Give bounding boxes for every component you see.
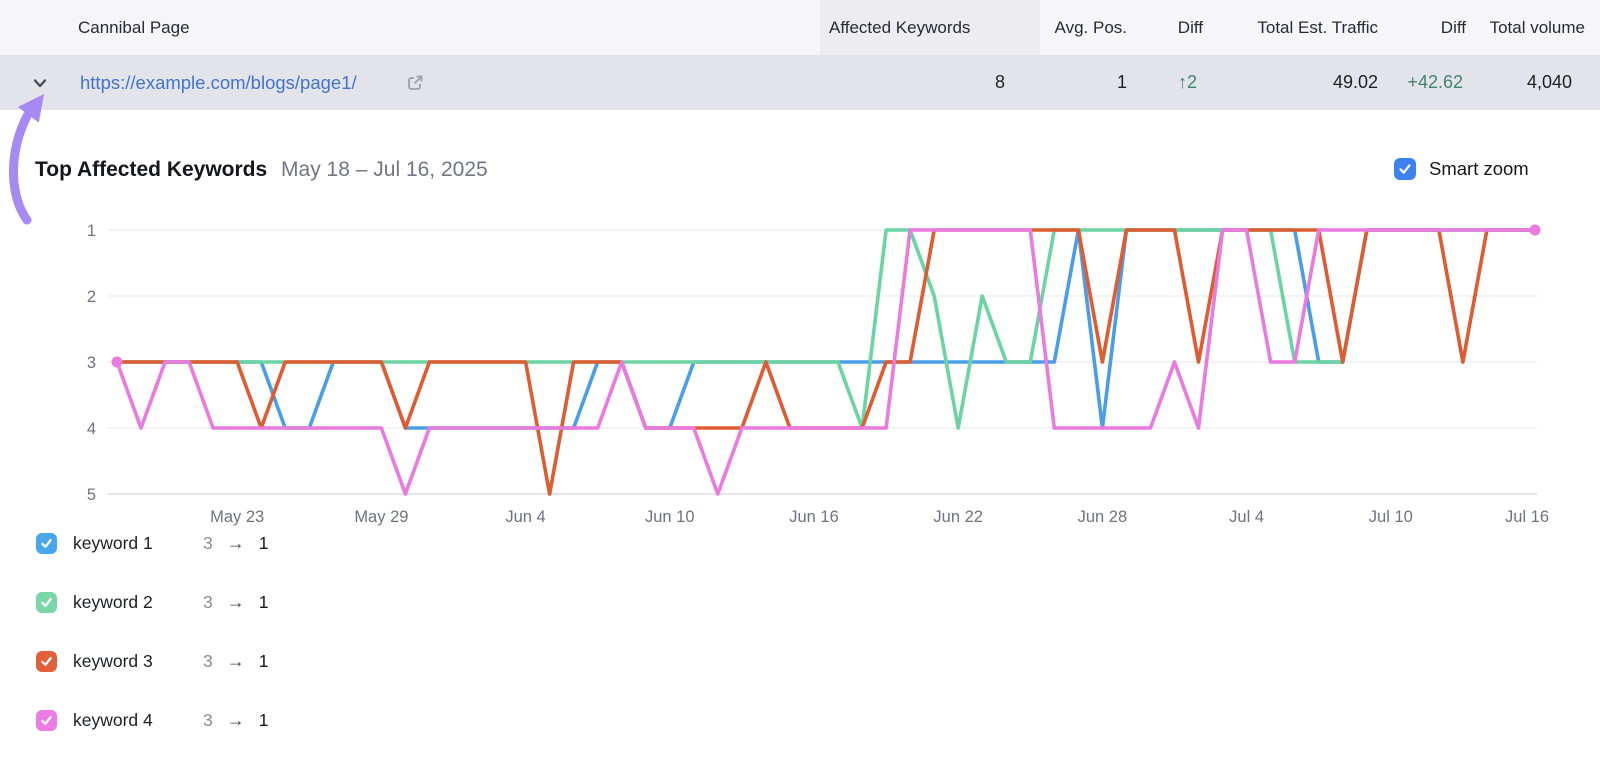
y-axis-tick-label: 1 — [87, 222, 96, 240]
x-axis-tick-label: Jun 28 — [1078, 508, 1128, 526]
column-header-affected-keywords[interactable]: Affected Keywords — [820, 0, 1040, 55]
total-est-traffic-value: 49.02 — [1332, 72, 1378, 92]
chart-header: Top Affected Keywords May 18 – Jul 16, 2… — [35, 158, 488, 182]
smart-zoom-toggle[interactable]: Smart zoom — [1394, 158, 1529, 180]
pos-diff-value: ↑2 — [1177, 72, 1197, 92]
legend-item-keyword-4[interactable]: keyword 4 3 → 1 — [36, 710, 268, 731]
legend-label: keyword 1 — [73, 533, 153, 553]
checkmark-icon — [41, 598, 52, 607]
legend-label: keyword 3 — [73, 651, 153, 671]
y-axis-tick-label: 2 — [87, 288, 96, 306]
arrow-right-icon: → — [226, 592, 245, 612]
table-header: Cannibal Page Affected Keywords Avg. Pos… — [0, 0, 1600, 55]
x-axis-tick-label: May 23 — [210, 508, 264, 526]
position-to-value: 1 — [258, 533, 269, 553]
legend-checkbox[interactable] — [36, 592, 57, 613]
x-axis-tick-label: Jun 16 — [789, 508, 839, 526]
position-from-value: 3 — [203, 710, 213, 730]
x-axis-tick-label: Jul 4 — [1229, 508, 1264, 526]
column-label: Affected Keywords — [829, 17, 971, 37]
arrow-right-icon: → — [226, 651, 245, 671]
legend-checkbox[interactable] — [36, 533, 57, 554]
checkmark-icon — [41, 539, 52, 548]
legend-item-keyword-1[interactable]: keyword 1 3 → 1 — [36, 533, 268, 554]
checkmark-icon — [41, 716, 52, 725]
chart-title: Top Affected Keywords — [35, 158, 268, 181]
smart-zoom-label: Smart zoom — [1429, 158, 1529, 179]
affected-keywords-count: 8 — [994, 72, 1005, 92]
position-to-value: 1 — [258, 710, 269, 730]
chart-date-range: May 18 – Jul 16, 2025 — [281, 158, 488, 181]
series-endpoint-dot — [111, 356, 123, 368]
y-axis-tick-label: 3 — [87, 354, 96, 372]
position-to-value: 1 — [258, 592, 269, 612]
collapse-row-button[interactable] — [28, 71, 52, 95]
total-volume-value: 4,040 — [1526, 72, 1572, 92]
avg-pos-value: 1 — [1116, 72, 1127, 92]
series-endpoint-dot — [1529, 224, 1541, 236]
x-axis-tick-label: May 29 — [354, 508, 408, 526]
checkmark-icon — [41, 657, 52, 666]
column-header-diff-traffic[interactable]: Diff — [1440, 17, 1466, 37]
arrow-right-icon: → — [226, 710, 245, 730]
external-link-icon[interactable] — [405, 73, 425, 93]
x-axis-tick-label: Jun 4 — [505, 508, 545, 526]
checkmark-icon — [1399, 164, 1411, 174]
chevron-down-icon — [33, 79, 47, 88]
arrow-right-icon: → — [226, 533, 245, 553]
legend-item-keyword-2[interactable]: keyword 2 3 → 1 — [36, 592, 268, 613]
position-from-value: 3 — [203, 651, 213, 671]
series-line-keyword-4 — [115, 228, 1537, 496]
legend-item-keyword-3[interactable]: keyword 3 3 → 1 — [36, 651, 268, 672]
legend-checkbox[interactable] — [36, 651, 57, 672]
legend-label: keyword 4 — [73, 710, 153, 730]
column-header-diff-pos[interactable]: Diff — [1177, 17, 1203, 37]
positions-line-chart: 1 2 3 4 5 May 23 May 29 Jun 4 Jun 10 Jun 16 Jun 22… — [87, 222, 1549, 526]
column-header-total-est-traffic[interactable]: Total Est. Traffic — [1257, 17, 1378, 37]
position-from-value: 3 — [203, 592, 213, 612]
traffic-diff-value: +42.62 — [1407, 72, 1463, 92]
cannibal-page-link[interactable]: https://example.com/blogs/page1/ — [80, 71, 357, 93]
column-label: Cannibal Page — [78, 17, 190, 37]
y-axis-tick-label: 4 — [87, 420, 96, 438]
annotation-arrow — [9, 94, 44, 225]
legend-label: keyword 2 — [73, 592, 153, 612]
x-axis-tick-label: Jul 10 — [1369, 508, 1413, 526]
column-header-cannibal-page[interactable]: Cannibal Page — [78, 0, 190, 55]
table-row: https://example.com/blogs/page1/ 8 1 ↑2 … — [0, 55, 1600, 110]
column-header-total-volume[interactable]: Total volume — [1489, 17, 1585, 37]
column-header-avg-pos[interactable]: Avg. Pos. — [1054, 17, 1127, 37]
legend-checkbox[interactable] — [36, 710, 57, 731]
position-to-value: 1 — [258, 651, 269, 671]
smart-zoom-checkbox[interactable] — [1394, 158, 1416, 180]
x-axis-tick-label: Jun 10 — [645, 508, 695, 526]
x-axis-tick-label: Jun 22 — [933, 508, 983, 526]
x-axis-tick-label: Jul 16 — [1505, 508, 1549, 526]
position-from-value: 3 — [203, 533, 213, 553]
y-axis-tick-label: 5 — [87, 486, 96, 504]
